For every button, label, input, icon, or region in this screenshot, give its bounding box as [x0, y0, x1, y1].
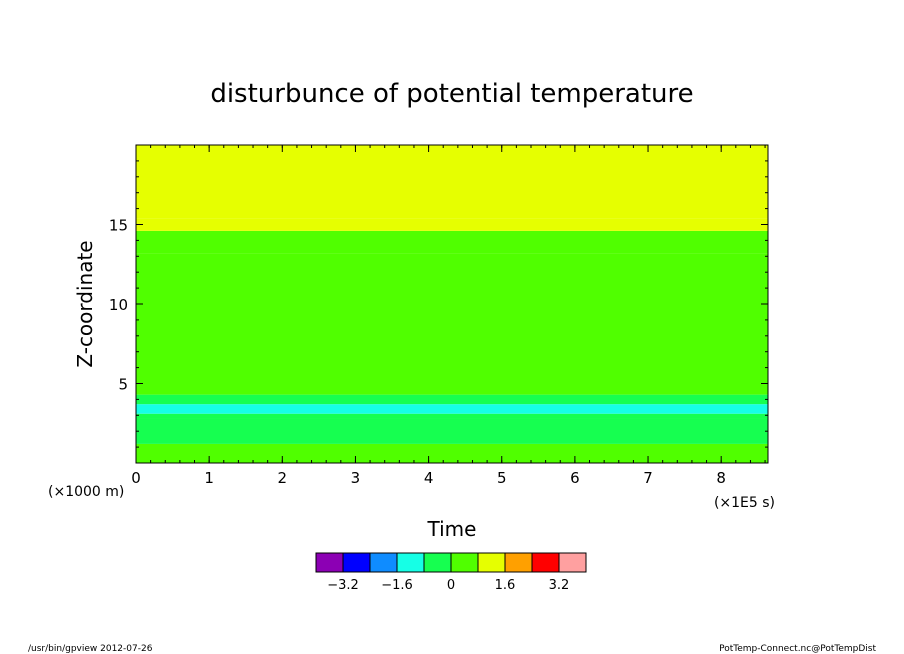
x-axis-label: Time	[427, 517, 477, 541]
x-tick-label: 2	[278, 469, 288, 487]
footer-right-text: PotTemp-Connect.nc@PotTempDist	[719, 644, 876, 654]
colorbar-label: −3.2	[327, 578, 359, 593]
chart-title: disturbunce of potential temperature	[210, 79, 693, 109]
colorbar-swatch	[315, 552, 344, 573]
colorbar-label: −1.6	[381, 578, 413, 593]
x-tick-label: 5	[497, 469, 507, 487]
x-tick-label: 8	[716, 469, 726, 487]
x-axis-ticks: 0 1 2 3 4 5 6 7 8	[131, 145, 766, 487]
y-axis-label: Z-coordinate	[73, 240, 97, 367]
colorbar: −3.2 −1.6 0 1.6 3.2	[315, 552, 587, 593]
field-band-3	[136, 404, 768, 414]
field-band-6	[136, 230, 768, 254]
field-band-2	[136, 413, 768, 419]
x-tick-label: 4	[424, 469, 434, 487]
colorbar-swatch	[558, 552, 587, 573]
colorbar-swatch	[477, 552, 506, 573]
colorbar-swatch	[423, 552, 452, 573]
colorbar-swatch	[369, 552, 398, 573]
field-band-0	[136, 443, 768, 463]
colorbar-swatch	[450, 552, 479, 573]
y-unit-label: (×1000 m)	[48, 484, 124, 500]
colorbar-swatch	[531, 552, 560, 573]
x-tick-label: 3	[351, 469, 361, 487]
colorbar-swatch	[396, 552, 425, 573]
x-tick-label: 0	[131, 469, 141, 487]
field-band-5	[136, 253, 768, 395]
colorbar-label: 3.2	[549, 578, 570, 593]
y-axis-ticks: 5 10 15	[109, 160, 768, 448]
field-band-4	[136, 394, 768, 405]
field-band-7	[136, 218, 768, 231]
colorbar-swatch	[504, 552, 533, 573]
colorbar-swatch	[342, 552, 371, 573]
x-tick-label: 6	[570, 469, 580, 487]
x-unit-label: (×1E5 s)	[714, 495, 775, 511]
y-tick-label: 15	[109, 217, 128, 235]
x-tick-label: 7	[643, 469, 653, 487]
field-band-1	[136, 418, 768, 444]
footer-left-text: /usr/bin/gpview 2012-07-26	[28, 644, 153, 654]
x-tick-label: 1	[204, 469, 214, 487]
y-tick-label: 10	[109, 296, 128, 314]
field-band-8	[136, 145, 768, 219]
colorbar-label: 1.6	[495, 578, 516, 593]
y-tick-label: 5	[118, 376, 128, 394]
plot-area	[135, 144, 769, 464]
colorbar-label: 0	[447, 578, 455, 593]
